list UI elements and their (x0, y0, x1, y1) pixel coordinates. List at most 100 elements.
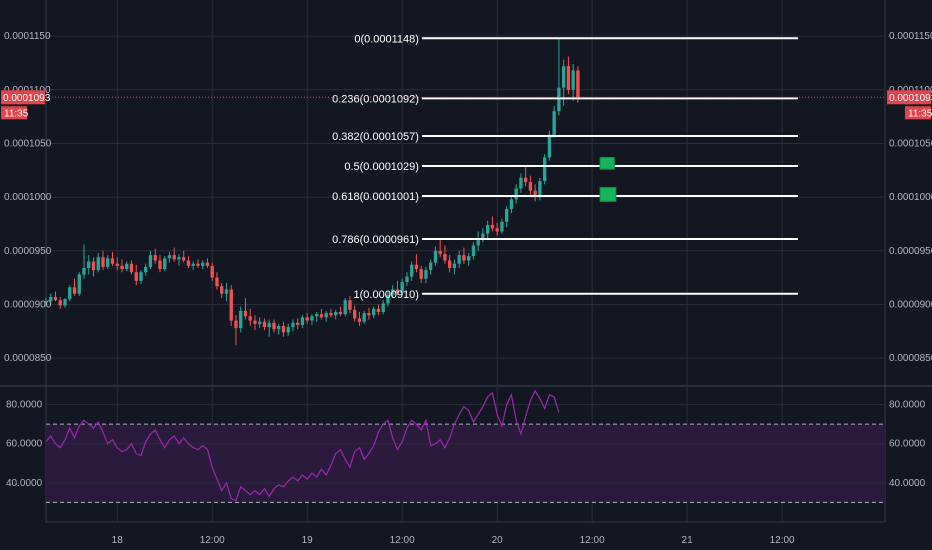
candle[interactable] (372, 306, 376, 319)
candle[interactable] (348, 295, 352, 314)
candle[interactable] (566, 56, 571, 95)
candle[interactable] (523, 167, 528, 187)
candle[interactable] (462, 247, 466, 264)
candle[interactable] (153, 248, 157, 264)
candle[interactable] (110, 251, 115, 266)
candle[interactable] (220, 283, 224, 299)
candle[interactable] (381, 300, 385, 315)
candle[interactable] (452, 259, 457, 275)
candle[interactable] (419, 265, 423, 284)
candle[interactable] (91, 257, 96, 277)
candle[interactable] (410, 261, 414, 281)
candle[interactable] (253, 315, 257, 331)
candle[interactable] (120, 259, 124, 273)
candle[interactable] (205, 258, 210, 268)
candle[interactable] (386, 291, 390, 307)
candle[interactable] (224, 283, 229, 302)
candle[interactable] (134, 264, 138, 286)
candle[interactable] (234, 315, 238, 346)
candle[interactable] (429, 259, 433, 275)
candle[interactable] (262, 318, 267, 331)
candle[interactable] (509, 194, 514, 214)
candle[interactable] (49, 293, 53, 305)
candle[interactable] (357, 312, 362, 326)
candle[interactable] (87, 255, 91, 275)
candle[interactable] (528, 175, 533, 195)
candle[interactable] (125, 261, 129, 272)
candle[interactable] (433, 246, 438, 266)
candle[interactable] (448, 255, 452, 273)
candle[interactable] (305, 313, 309, 324)
candle[interactable] (343, 298, 347, 317)
candle[interactable] (334, 309, 338, 320)
candle[interactable] (576, 66, 580, 103)
candle[interactable] (557, 38, 561, 116)
candle[interactable] (82, 244, 86, 279)
green-zone-box[interactable] (599, 156, 615, 170)
candle[interactable] (424, 266, 428, 284)
candle[interactable] (139, 270, 143, 285)
candle[interactable] (353, 305, 357, 322)
candle[interactable] (258, 317, 262, 329)
candle[interactable] (300, 315, 305, 329)
candle[interactable] (519, 173, 523, 193)
candle[interactable] (77, 272, 81, 296)
candle[interactable] (376, 304, 381, 316)
green-zone-box[interactable] (599, 186, 617, 202)
candle[interactable] (210, 262, 214, 281)
candle[interactable] (552, 105, 556, 139)
candle[interactable] (542, 154, 547, 185)
candle[interactable] (58, 296, 62, 309)
rsi-line[interactable] (45, 389, 560, 502)
candle[interactable] (248, 308, 252, 326)
candle[interactable] (186, 256, 191, 268)
candle[interactable] (239, 306, 243, 333)
candle[interactable] (495, 222, 499, 236)
candle[interactable] (196, 259, 200, 268)
candle[interactable] (144, 263, 148, 276)
candle[interactable] (191, 261, 195, 271)
candle[interactable] (338, 306, 343, 317)
candle[interactable] (315, 312, 319, 322)
highlight-zones[interactable] (599, 156, 617, 202)
candle[interactable] (182, 250, 186, 263)
candle[interactable] (177, 254, 181, 266)
candle[interactable] (362, 310, 366, 324)
candle[interactable] (129, 260, 134, 275)
candle[interactable] (148, 250, 153, 270)
candle[interactable] (400, 278, 404, 296)
candle[interactable] (296, 318, 300, 330)
candle[interactable] (267, 319, 271, 337)
candle[interactable] (291, 319, 295, 332)
candle[interactable] (96, 252, 100, 273)
candle[interactable] (44, 298, 48, 307)
candle[interactable] (533, 184, 537, 202)
candle[interactable] (167, 251, 172, 263)
candle[interactable] (571, 64, 575, 101)
candle[interactable] (329, 308, 333, 318)
candle[interactable] (443, 245, 447, 264)
candle[interactable] (53, 291, 58, 302)
candle[interactable] (215, 272, 219, 290)
candle[interactable] (158, 255, 162, 273)
candle[interactable] (324, 310, 328, 322)
candle[interactable] (63, 298, 67, 308)
candle[interactable] (471, 242, 476, 260)
candle[interactable] (414, 254, 419, 273)
rsi-pane[interactable]: 80.0000 80.0000 60.0000 60.0000 40.0000 40.00… (6, 389, 926, 503)
candle[interactable] (277, 323, 281, 335)
candle[interactable] (438, 237, 442, 258)
candle[interactable] (281, 321, 286, 337)
candlestick-series[interactable] (44, 38, 580, 346)
candle[interactable] (395, 280, 400, 295)
candle[interactable] (286, 323, 290, 336)
candle[interactable] (115, 257, 119, 271)
candle[interactable] (486, 220, 490, 238)
candle[interactable] (310, 314, 314, 325)
candle[interactable] (68, 285, 72, 302)
candle[interactable] (106, 255, 110, 270)
candle[interactable] (243, 298, 248, 320)
candle[interactable] (72, 278, 77, 296)
candle[interactable] (391, 285, 395, 299)
